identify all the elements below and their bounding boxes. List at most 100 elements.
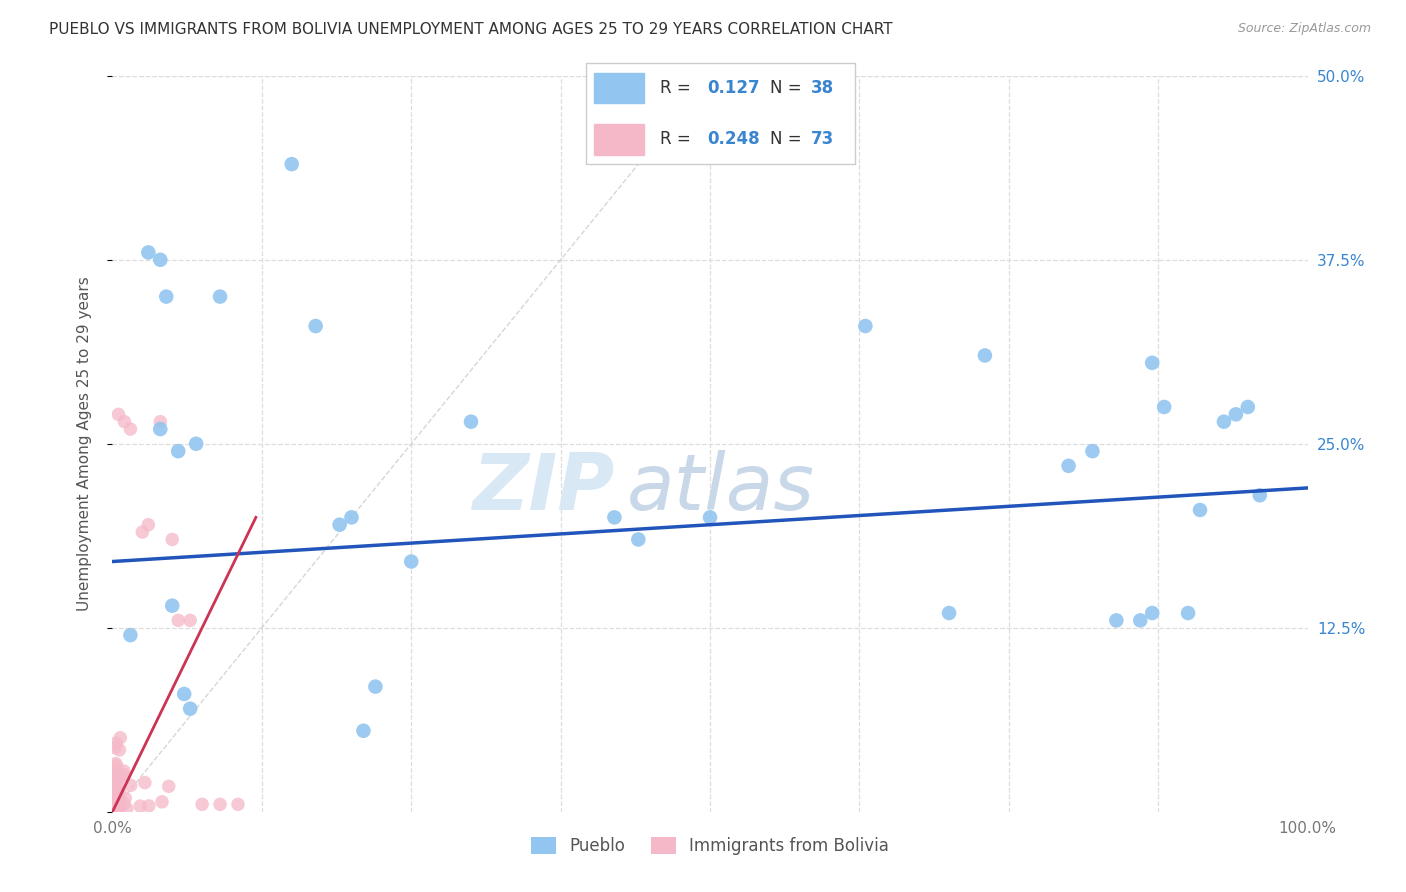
Point	[974, 348, 997, 362]
Point	[110, 769, 132, 783]
Text: 38: 38	[811, 79, 834, 97]
Text: 0.248: 0.248	[707, 130, 759, 148]
Point	[104, 790, 127, 805]
Point	[157, 780, 180, 794]
Point	[173, 687, 195, 701]
Point	[105, 796, 128, 810]
Point	[138, 517, 160, 532]
Point	[101, 801, 124, 815]
Point	[107, 772, 129, 786]
Text: R =: R =	[661, 130, 696, 148]
Point	[131, 524, 153, 539]
Point	[855, 318, 877, 333]
Point	[104, 756, 127, 771]
Point	[105, 736, 128, 750]
Point	[1142, 356, 1164, 370]
Point	[104, 795, 127, 809]
Point	[103, 770, 125, 784]
Point	[191, 797, 214, 812]
Point	[104, 795, 127, 809]
Point	[104, 780, 127, 795]
Point	[1057, 458, 1080, 473]
Legend: Pueblo, Immigrants from Bolivia: Pueblo, Immigrants from Bolivia	[531, 837, 889, 855]
Point	[938, 606, 960, 620]
Point	[167, 444, 190, 458]
Point	[103, 797, 125, 812]
Point	[101, 804, 124, 818]
Point	[1237, 400, 1260, 414]
Point	[103, 797, 125, 811]
Point	[105, 758, 128, 772]
Point	[1142, 606, 1164, 620]
Bar	[595, 73, 644, 103]
Point	[104, 772, 127, 786]
Point	[1081, 444, 1104, 458]
Point	[209, 797, 232, 812]
Text: N =: N =	[770, 130, 807, 148]
Point	[226, 797, 249, 812]
Point	[162, 599, 183, 613]
Point	[329, 517, 352, 532]
Point	[155, 289, 177, 303]
Point	[1129, 614, 1152, 628]
Point	[105, 793, 128, 807]
Point	[108, 803, 131, 817]
Text: atlas: atlas	[627, 450, 814, 526]
Point	[104, 780, 127, 794]
Point	[114, 791, 136, 805]
Text: ZIP: ZIP	[472, 450, 614, 526]
Point	[108, 791, 131, 805]
Point	[104, 776, 127, 790]
Point	[104, 793, 127, 807]
Point	[107, 407, 129, 422]
Text: Source: ZipAtlas.com: Source: ZipAtlas.com	[1237, 22, 1371, 36]
Point	[112, 797, 135, 811]
Point	[110, 731, 132, 745]
Point	[1225, 407, 1247, 422]
Point	[107, 798, 129, 813]
Point	[1213, 415, 1236, 429]
Point	[103, 804, 125, 818]
Point	[149, 252, 172, 267]
Point	[114, 415, 135, 429]
Point	[138, 245, 160, 260]
Point	[134, 775, 156, 789]
Point	[104, 801, 127, 815]
Point	[149, 415, 172, 429]
Point	[129, 799, 152, 814]
Point	[1249, 488, 1271, 502]
Point	[115, 801, 138, 815]
Point	[104, 770, 127, 784]
Point	[103, 792, 125, 806]
Y-axis label: Unemployment Among Ages 25 to 29 years: Unemployment Among Ages 25 to 29 years	[77, 277, 91, 611]
Text: 73: 73	[811, 130, 834, 148]
Point	[105, 773, 128, 788]
Point	[179, 701, 201, 715]
Point	[149, 422, 172, 436]
Point	[101, 805, 124, 819]
Point	[401, 554, 423, 569]
Text: PUEBLO VS IMMIGRANTS FROM BOLIVIA UNEMPLOYMENT AMONG AGES 25 TO 29 YEARS CORRELA: PUEBLO VS IMMIGRANTS FROM BOLIVIA UNEMPL…	[49, 22, 893, 37]
Point	[1105, 614, 1128, 628]
Point	[305, 318, 328, 333]
Point	[107, 789, 129, 803]
Point	[1153, 400, 1175, 414]
Point	[138, 798, 160, 813]
Text: 0.127: 0.127	[707, 79, 759, 97]
Point	[281, 157, 304, 171]
Point	[101, 774, 124, 789]
Point	[103, 790, 125, 805]
Point	[108, 784, 131, 798]
Text: R =: R =	[661, 79, 696, 97]
Point	[162, 533, 183, 547]
Point	[1177, 606, 1199, 620]
Bar	[595, 124, 644, 155]
Point	[107, 803, 129, 817]
Point	[120, 422, 142, 436]
Point	[699, 510, 721, 524]
Point	[364, 680, 387, 694]
Point	[104, 780, 127, 794]
Point	[104, 766, 127, 780]
Point	[103, 796, 125, 810]
Point	[1189, 503, 1212, 517]
